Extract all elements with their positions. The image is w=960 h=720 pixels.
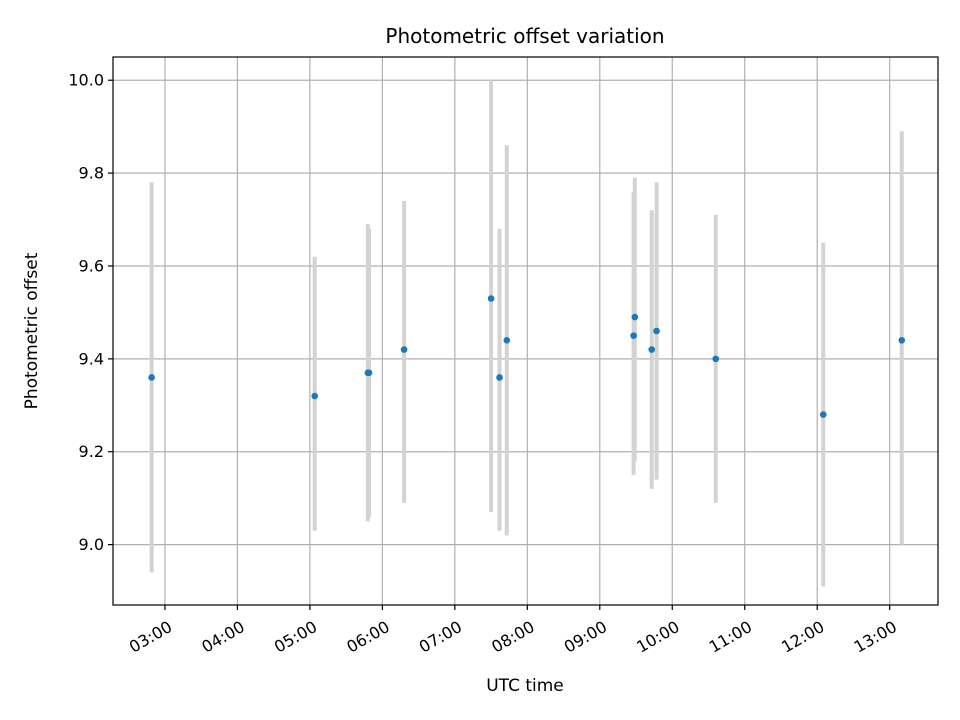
y-axis-label: Photometric offset (22, 252, 42, 409)
data-point (653, 327, 660, 335)
y-tick-label: 9.8 (79, 164, 104, 183)
data-point (148, 374, 155, 381)
grid (113, 57, 938, 605)
y-tick-label: 9.4 (79, 349, 104, 368)
y-tick-label: 9.0 (79, 535, 104, 554)
y-tick-label: 9.2 (79, 442, 104, 461)
x-axis-label: UTC time (486, 676, 564, 696)
data-points (148, 295, 906, 418)
plot-area-frame (112, 56, 939, 606)
chart-title: Photometric offset variation (385, 24, 664, 48)
data-point (365, 369, 373, 377)
data-point (712, 355, 720, 363)
data-point (819, 411, 827, 418)
data-point (496, 374, 503, 381)
data-point (487, 295, 495, 302)
y-axis: 9.0 9.2 9.4 9.6 9.8 10.0 (68, 71, 113, 554)
data-point (400, 346, 408, 353)
data-point (311, 392, 319, 400)
data-point (648, 346, 656, 353)
y-tick-label: 10.0 (68, 71, 104, 90)
data-point (630, 332, 637, 339)
data-point (898, 336, 906, 344)
y-tick-label: 9.6 (79, 256, 104, 275)
data-point (503, 336, 511, 344)
data-point (631, 313, 639, 321)
